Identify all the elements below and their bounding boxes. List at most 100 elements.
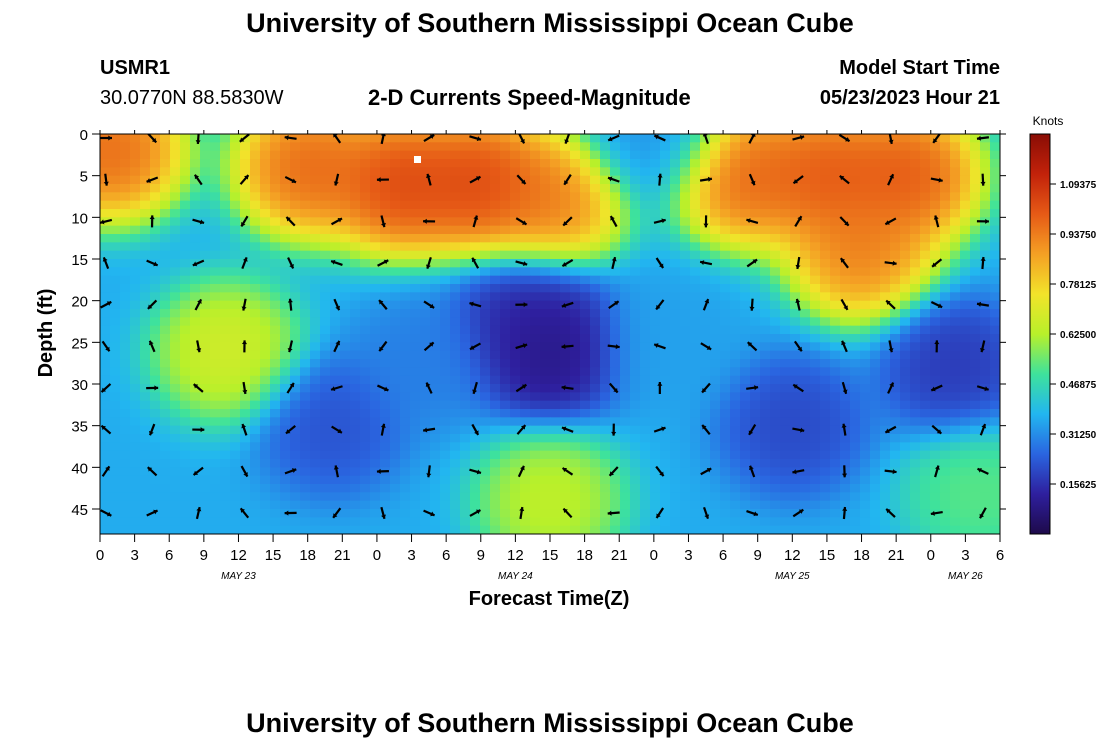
heatmap-cell — [670, 275, 681, 285]
heatmap-cell — [970, 292, 981, 302]
heatmap-cell — [750, 284, 761, 293]
heatmap-cell — [530, 442, 541, 452]
heatmap-cell — [710, 475, 721, 485]
heatmap-cell — [110, 442, 121, 452]
heatmap-cell — [700, 325, 711, 335]
heatmap-cell — [150, 284, 161, 293]
heatmap-cell — [440, 317, 451, 327]
heatmap-cell — [870, 242, 881, 252]
heatmap-cell — [360, 259, 371, 268]
heatmap-cell — [580, 442, 591, 452]
heatmap-cell — [690, 150, 701, 160]
heatmap-cell — [790, 442, 801, 452]
heatmap-cell — [860, 467, 871, 477]
heatmap-cell — [870, 300, 881, 310]
current-arrow — [976, 385, 989, 392]
heatmap-cell — [160, 134, 171, 143]
heatmap-cell — [350, 475, 361, 485]
heatmap-cell — [970, 425, 981, 435]
heatmap-cell — [600, 375, 611, 385]
heatmap-cell — [860, 259, 871, 268]
heatmap-cell — [860, 167, 871, 177]
heatmap-cell — [650, 225, 661, 235]
heatmap-cell — [960, 250, 971, 260]
heatmap-cell — [470, 209, 481, 218]
heatmap-cell — [870, 467, 881, 477]
heatmap-cell — [760, 317, 771, 327]
heatmap-cell — [150, 492, 161, 502]
heatmap-cell — [570, 350, 581, 360]
heatmap-cell — [160, 159, 171, 168]
heatmap-cell — [380, 209, 391, 218]
heatmap-cell — [700, 450, 711, 460]
heatmap-cell — [980, 325, 991, 335]
heatmap-cell — [970, 484, 981, 493]
heatmap-cell — [830, 467, 841, 477]
heatmap-cell — [830, 484, 841, 493]
heatmap-cell — [910, 475, 921, 485]
heatmap-cell — [100, 150, 111, 160]
heatmap-cell — [480, 175, 491, 185]
heatmap-cell — [290, 375, 301, 385]
heatmap-cell — [520, 242, 531, 252]
heatmap-cell — [400, 384, 411, 393]
heatmap-cell — [310, 342, 321, 352]
heatmap-cell — [200, 475, 211, 485]
heatmap-cell — [500, 259, 511, 268]
heatmap-cell — [670, 325, 681, 335]
heatmap-cell — [990, 400, 1000, 410]
heatmap-cell — [960, 359, 971, 368]
heatmap-cell — [210, 159, 221, 168]
current-arrow — [146, 259, 159, 267]
heatmap-cell — [420, 317, 431, 327]
heatmap-cell — [620, 142, 631, 152]
heatmap-cell — [940, 425, 951, 435]
heatmap-cell — [120, 409, 131, 418]
heatmap-cell — [670, 284, 681, 293]
heatmap-cell — [700, 167, 711, 177]
heatmap-cell — [720, 275, 731, 285]
heatmap-cell — [840, 242, 851, 252]
heatmap-cell — [140, 134, 151, 143]
heatmap-cell — [950, 250, 961, 260]
heatmap-cell — [870, 250, 881, 260]
heatmap-cell — [310, 217, 321, 227]
heatmap-cell — [530, 525, 541, 534]
heatmap-cell — [860, 350, 871, 360]
heatmap-cell — [820, 184, 831, 193]
heatmap-cell — [280, 492, 291, 502]
heatmap-cell — [210, 292, 221, 302]
heatmap-cell — [980, 492, 991, 502]
heatmap-cell — [440, 450, 451, 460]
heatmap-cell — [230, 400, 241, 410]
heatmap-cell — [400, 484, 411, 493]
heatmap-cell — [760, 475, 771, 485]
heatmap-cell — [390, 167, 401, 177]
heatmap-cell — [610, 434, 621, 443]
heatmap-cell — [670, 434, 681, 443]
heatmap-cell — [460, 234, 471, 243]
heatmap-cell — [610, 475, 621, 485]
heatmap-cell — [670, 167, 681, 177]
heatmap-cell — [930, 225, 941, 235]
heatmap-cell — [110, 217, 121, 227]
heatmap-cell — [240, 200, 251, 210]
heatmap-cell — [660, 425, 671, 435]
heatmap-cell — [300, 509, 311, 518]
heatmap-cell — [600, 275, 611, 285]
heatmap-cell — [730, 217, 741, 227]
heatmap-cell — [560, 317, 571, 327]
heatmap-cell — [740, 484, 751, 493]
heatmap-cell — [690, 442, 701, 452]
heatmap-cell — [530, 225, 541, 235]
heatmap-cell — [490, 509, 501, 518]
heatmap-cell — [530, 392, 541, 402]
heatmap-cell — [730, 284, 741, 293]
heatmap-cell — [190, 309, 201, 318]
heatmap-cell — [350, 325, 361, 335]
heatmap-cell — [210, 350, 221, 360]
heatmap-cell — [190, 517, 201, 527]
x-tick-label: 0 — [927, 547, 935, 564]
heatmap-cell — [620, 525, 631, 534]
heatmap-cell — [250, 159, 261, 168]
